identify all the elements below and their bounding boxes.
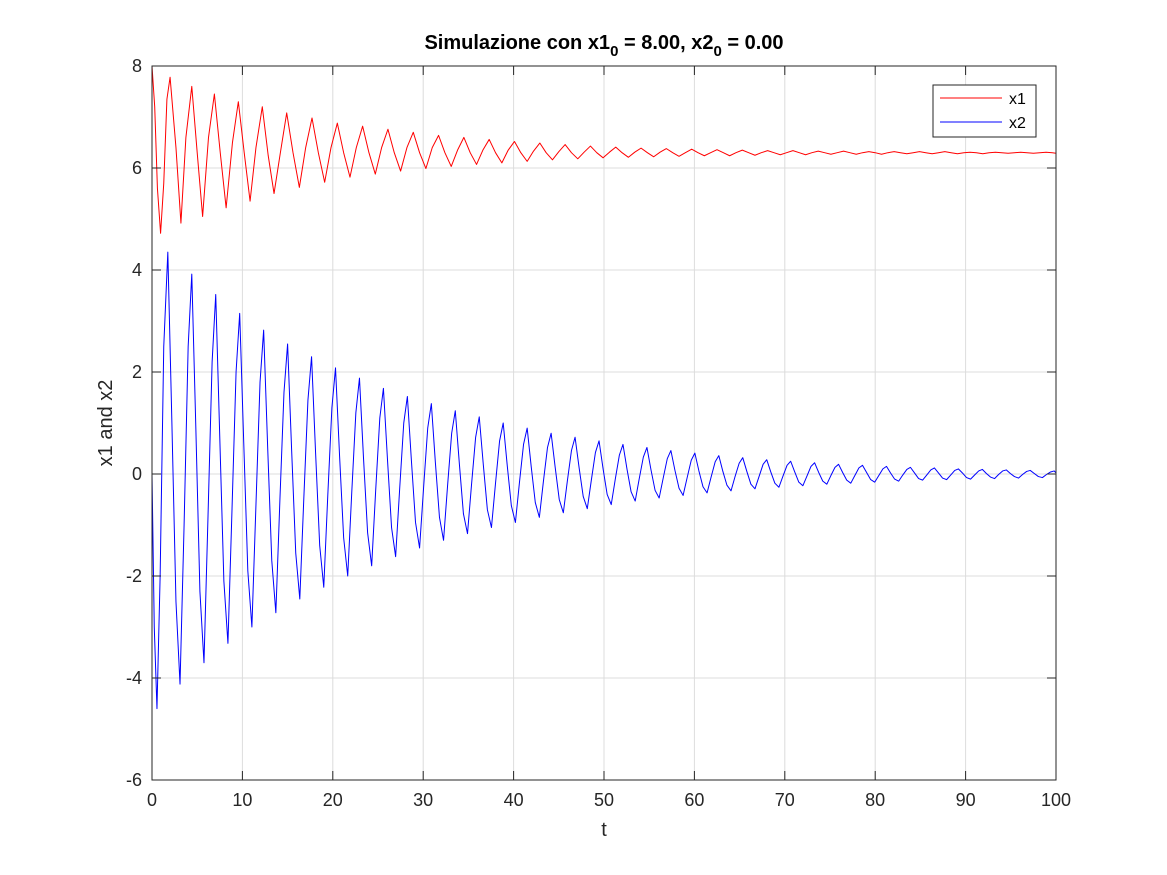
- x-axis-label: t: [601, 819, 607, 841]
- series-line-x1: [151, 65, 1057, 234]
- x-tick-label: 60: [684, 790, 704, 810]
- x-tick-label: 40: [504, 790, 524, 810]
- legend-box: [932, 84, 1037, 138]
- x-tick-label: 90: [956, 790, 976, 810]
- x-tick-label: 70: [775, 790, 795, 810]
- y-axis-label: x1 and x2: [95, 380, 117, 467]
- x-tick-label: 0: [147, 790, 157, 810]
- y-tick-label: -6: [126, 770, 142, 790]
- chart-title-middle: = 8.00, x2: [618, 32, 713, 54]
- x-tick-label: 50: [594, 790, 614, 810]
- chart-title-suffix: = 0.00: [722, 32, 784, 54]
- x-tick-labels: 0 10 20 30 40 50 60 70 80 90 100: [147, 790, 1071, 810]
- chart-title: Simulazione con x10 = 8.00, x20 = 0.00: [424, 32, 783, 60]
- y-tick-label: 0: [132, 464, 142, 484]
- y-tick-label: -4: [126, 668, 142, 688]
- x-tick-label: 100: [1041, 790, 1071, 810]
- chart-title-prefix: Simulazione con x1: [424, 32, 610, 54]
- ticks: [151, 65, 1057, 781]
- series-line-x2: [151, 251, 1057, 710]
- chart-title-subscript-1: 0: [610, 43, 618, 60]
- legend-label-x2: x2: [1009, 115, 1026, 132]
- x-tick-label: 20: [323, 790, 343, 810]
- x-tick-label: 80: [865, 790, 885, 810]
- legend: x1 x2: [932, 84, 1037, 138]
- y-tick-label: 4: [132, 260, 142, 280]
- x-tick-label: 30: [413, 790, 433, 810]
- y-tick-label: -2: [126, 566, 142, 586]
- x-tick-label: 10: [232, 790, 252, 810]
- y-tick-label: 6: [132, 158, 142, 178]
- y-tick-labels: -6 -4 -2 0 2 4 6 8: [126, 56, 142, 790]
- chart-title-subscript-2: 0: [713, 43, 721, 60]
- legend-label-x1: x1: [1009, 91, 1026, 108]
- y-tick-label: 8: [132, 56, 142, 76]
- y-tick-label: 2: [132, 362, 142, 382]
- series-lines: [151, 65, 1057, 710]
